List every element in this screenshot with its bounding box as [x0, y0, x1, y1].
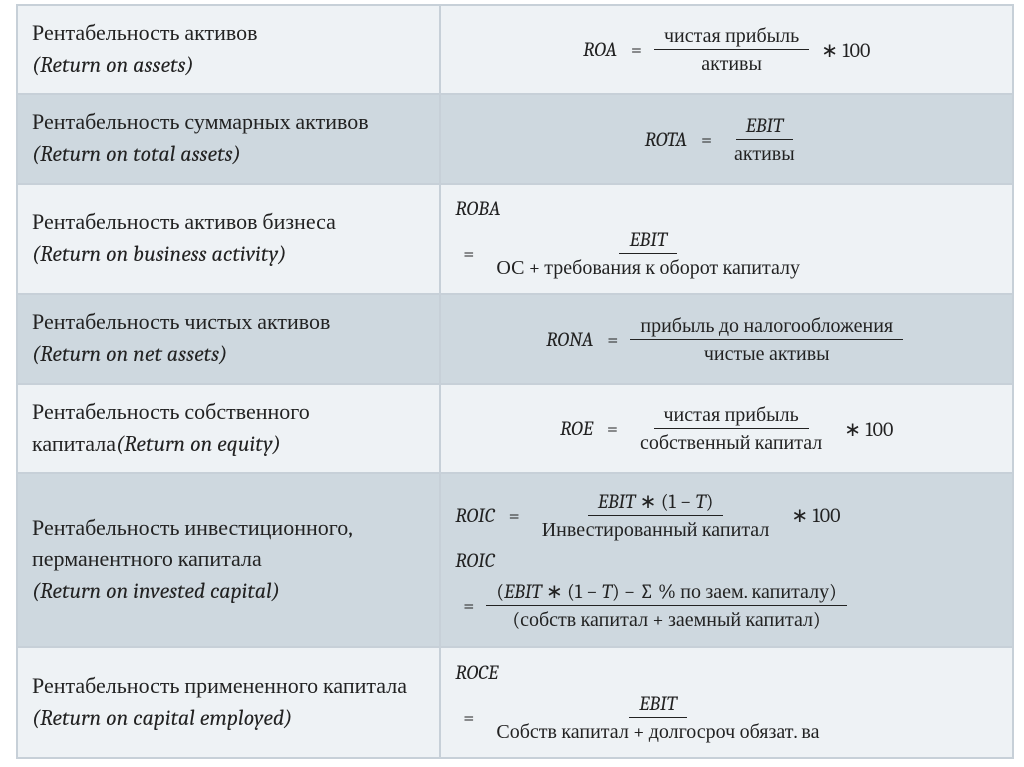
- ratio-name-cell: Рентабельность собственного капитала(Ret…: [17, 384, 440, 473]
- ratio-name-cell: Рентабельность суммарных активов(Return …: [17, 94, 440, 183]
- ratio-name-ru: Рентабельность инвестиционного, перманен…: [32, 513, 425, 577]
- ratio-name-en: (Return on capital employed): [32, 703, 425, 735]
- formula-lhs: ROE: [560, 417, 593, 440]
- formula-line: ROA = чистая прибыльактивы ∗ 100: [455, 22, 998, 77]
- page: Рентабельность активов(Return on assets)…: [0, 0, 1024, 767]
- formula-lhs: ROIC: [455, 549, 494, 572]
- table-row: Рентабельность примененного капитала(Ret…: [17, 647, 1013, 758]
- ratio-name-cell: Рентабельность примененного капитала(Ret…: [17, 647, 440, 758]
- equals-sign: =: [607, 328, 618, 351]
- formula-line: ROE = чистая прибыльсобственный капитал ∗ 1…: [455, 401, 998, 456]
- ratio-name-cell: Рентабельность чистых активов(Return on …: [17, 294, 440, 383]
- table-row: Рентабельность суммарных активов(Return …: [17, 94, 1013, 183]
- formula: ROTA = EBITактивы: [455, 112, 998, 167]
- formula-line: = EBITОС + требования к оборот капиталу: [455, 226, 998, 281]
- table-row: Рентабельность инвестиционного, перманен…: [17, 473, 1013, 647]
- fraction-numerator: EBIT: [629, 690, 687, 718]
- ratio-formula-cell: ROE = чистая прибыльсобственный капитал ∗ 1…: [440, 384, 1013, 473]
- fraction-numerator: EBIT ∗ (1 − T): [588, 488, 724, 516]
- profitability-ratios-table: Рентабельность активов(Return on assets)…: [16, 4, 1014, 759]
- formula-lhs: ROIC: [455, 504, 494, 527]
- table-row: Рентабельность собственного капитала(Ret…: [17, 384, 1013, 473]
- table-row: Рентабельность активов бизнеса(Return on…: [17, 184, 1013, 295]
- fraction: чистая прибыльсобственный капитал: [630, 401, 832, 456]
- fraction-numerator: (EBIT ∗ (1 − T) − ∑ % по заем. капиталу): [486, 578, 846, 606]
- formula: ROA = чистая прибыльактивы ∗ 100: [455, 22, 998, 77]
- ratio-formula-cell: ROBA = EBITОС + требования к оборот капита…: [440, 184, 1013, 295]
- fraction-denominator: чистые активы: [694, 340, 840, 367]
- equals-sign: =: [463, 242, 474, 265]
- fraction: (EBIT ∗ (1 − T) − ∑ % по заем. капиталу)…: [486, 578, 846, 633]
- ratio-formula-cell: ROTA = EBITактивы: [440, 94, 1013, 183]
- fraction: EBITСобств капитал + долгосроч обязат. в…: [486, 690, 829, 745]
- formula: ROIC = EBIT ∗ (1 − T)Инвестированный капит…: [455, 488, 998, 633]
- ratio-formula-cell: RONA = прибыль до налогообложениячистые ак…: [440, 294, 1013, 383]
- formula: ROE = чистая прибыльсобственный капитал ∗ 1…: [455, 401, 998, 456]
- formula-tail: ∗ 100: [791, 503, 840, 527]
- equals-sign: =: [631, 38, 642, 61]
- fraction-denominator: Инвестированный капитал: [532, 516, 780, 543]
- table-row: Рентабельность чистых активов(Return on …: [17, 294, 1013, 383]
- fraction: чистая прибыльактивы: [654, 22, 809, 77]
- ratio-name-ru: Рентабельность активов: [32, 18, 425, 50]
- fraction-denominator: (собств капитал + заемный капитал): [502, 606, 830, 633]
- formula-lhs: ROBA: [455, 197, 500, 220]
- fraction-denominator: ОС + требования к оборот капиталу: [486, 254, 810, 281]
- ratio-name-en: (Return on equity): [116, 431, 281, 457]
- fraction: EBITактивы: [724, 112, 805, 167]
- formula-line: = EBITСобств капитал + долгосроч обязат. …: [455, 690, 998, 745]
- equals-sign: =: [463, 594, 474, 617]
- formula-line: ROIC = EBIT ∗ (1 − T)Инвестированный капит…: [455, 488, 998, 543]
- ratio-formula-cell: ROA = чистая прибыльактивы ∗ 100: [440, 5, 1013, 94]
- formula-line: RONA = прибыль до налогообложениячистые ак…: [455, 312, 998, 367]
- formula-tail: ∗ 100: [821, 38, 870, 62]
- formula-lhs: ROCE: [455, 661, 498, 684]
- formula-line: = (EBIT ∗ (1 − T) − ∑ % по заем. капиталу…: [455, 578, 998, 633]
- fraction-numerator: EBIT: [736, 112, 794, 140]
- ratio-name-ru: Рентабельность суммарных активов: [32, 107, 425, 139]
- fraction-denominator: активы: [691, 50, 772, 77]
- fraction-denominator: Собств капитал + долгосроч обязат. ва: [486, 718, 829, 745]
- ratio-name-cell: Рентабельность активов(Return on assets): [17, 5, 440, 94]
- fraction-numerator: чистая прибыль: [654, 22, 809, 50]
- formula: RONA = прибыль до налогообложениячистые ак…: [455, 312, 998, 367]
- ratio-name-cell: Рентабельность активов бизнеса(Return on…: [17, 184, 440, 295]
- ratio-name-en: (Return on assets): [32, 50, 425, 82]
- ratio-name-en: (Return on total assets): [32, 139, 425, 171]
- equals-sign: =: [701, 128, 712, 151]
- ratio-name-ru: Рентабельность чистых активов: [32, 307, 425, 339]
- ratio-name: Рентабельность собственного капитала(Ret…: [32, 397, 425, 461]
- ratio-name-en: (Return on business activity): [32, 239, 425, 271]
- ratio-name-en: (Return on net assets): [32, 339, 425, 371]
- formula-line: ROBA: [455, 197, 998, 220]
- equals-sign: =: [463, 706, 474, 729]
- formula-tail: ∗ 100: [844, 417, 893, 441]
- ratio-name-en: (Return on invested capital): [32, 576, 425, 608]
- fraction-numerator: EBIT: [619, 226, 677, 254]
- formula-line: ROCE: [455, 661, 998, 684]
- equals-sign: =: [607, 417, 618, 440]
- ratio-name-ru: Рентабельность примененного капитала: [32, 671, 425, 703]
- formula: ROCE = EBITСобств капитал + долгосроч обяз…: [455, 661, 998, 745]
- formula-lhs: ROTA: [645, 128, 687, 151]
- fraction: EBITОС + требования к оборот капиталу: [486, 226, 810, 281]
- ratio-formula-cell: ROCE = EBITСобств капитал + долгосроч обяз…: [440, 647, 1013, 758]
- fraction: прибыль до налогообложениячистые активы: [630, 312, 903, 367]
- fraction-numerator: прибыль до налогообложения: [630, 312, 903, 340]
- ratio-name-cell: Рентабельность инвестиционного, перманен…: [17, 473, 440, 647]
- formula-lhs: RONA: [546, 328, 593, 351]
- formula-line: ROTA = EBITактивы: [455, 112, 998, 167]
- equals-sign: =: [509, 504, 520, 527]
- ratio-name-ru: Рентабельность активов бизнеса: [32, 207, 425, 239]
- formula: ROBA = EBITОС + требования к оборот капита…: [455, 197, 998, 281]
- fraction-denominator: собственный капитал: [630, 429, 832, 456]
- fraction-denominator: активы: [724, 140, 805, 167]
- fraction-numerator: чистая прибыль: [654, 401, 809, 429]
- table-row: Рентабельность активов(Return on assets)…: [17, 5, 1013, 94]
- formula-lhs: ROA: [583, 38, 617, 61]
- ratio-formula-cell: ROIC = EBIT ∗ (1 − T)Инвестированный капит…: [440, 473, 1013, 647]
- formula-line: ROIC: [455, 549, 998, 572]
- fraction: EBIT ∗ (1 − T)Инвестированный капитал: [532, 488, 780, 543]
